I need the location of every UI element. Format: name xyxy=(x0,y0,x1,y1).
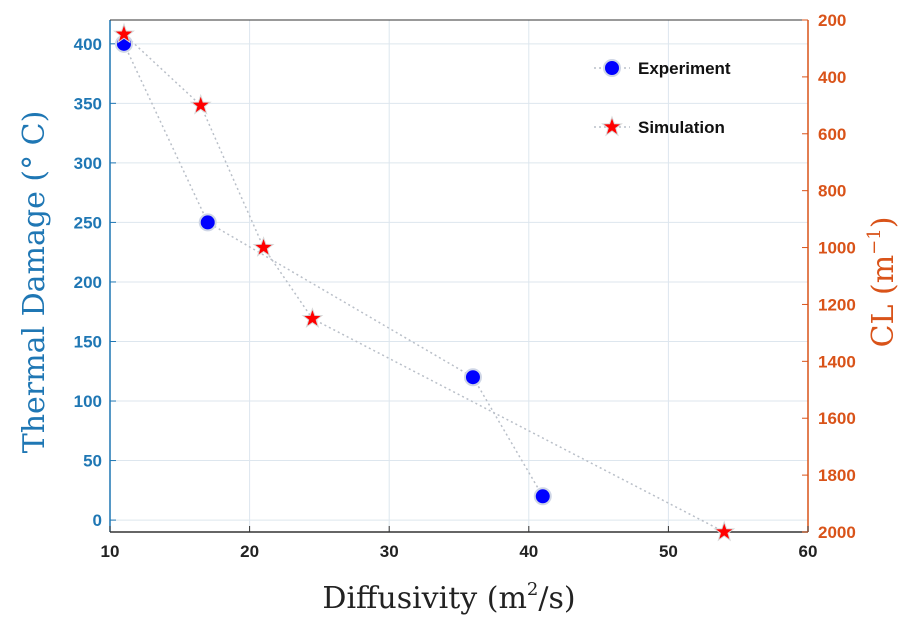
axes xyxy=(109,19,809,533)
legend-marker-simulation xyxy=(601,115,623,137)
y-left-tick-label: 400 xyxy=(74,35,102,54)
data-point-simulation xyxy=(301,307,324,329)
series-line-simulation xyxy=(123,33,725,533)
y-left-tick-label: 50 xyxy=(83,452,102,471)
y-right-tick-label: 2000 xyxy=(818,523,856,542)
y-left-tick-label: 0 xyxy=(93,511,102,530)
data-point-experiment xyxy=(198,213,217,232)
y-left-tick-label: 250 xyxy=(74,213,102,232)
x-tick-label: 10 xyxy=(101,542,120,561)
y-left-tick-label: 150 xyxy=(74,332,102,351)
legend-label-simulation: Simulation xyxy=(638,118,725,137)
y-left-tick-label: 350 xyxy=(74,94,102,113)
legend-marker-experiment xyxy=(603,59,621,77)
x-axis-label: Diffusivity (m2/s) xyxy=(322,579,575,616)
x-tick-label: 50 xyxy=(659,542,678,561)
grid-lines xyxy=(109,20,809,532)
data-point-simulation xyxy=(112,22,135,44)
y-right-tick-label: 1800 xyxy=(818,466,856,485)
y-right-tick-label: 1000 xyxy=(818,239,856,258)
y-axis-left-label: Thermal Damage (° C) xyxy=(17,111,52,454)
y-right-tick-label: 600 xyxy=(818,125,846,144)
x-tick-label: 60 xyxy=(799,542,818,561)
data-point-experiment xyxy=(533,487,552,506)
series-connector-lines xyxy=(123,33,725,533)
x-tick-label: 30 xyxy=(380,542,399,561)
y-right-tick-label: 400 xyxy=(818,68,846,87)
tick-labels: 10 20 30 40 50 600501001502002503003504002004… xyxy=(74,11,856,561)
series-line-experiment xyxy=(123,43,544,497)
x-tick-label: 40 xyxy=(519,542,538,561)
x-tick-label: 20 xyxy=(240,542,259,561)
y-axis-right-label: CL (m−1) xyxy=(864,217,901,348)
y-left-tick-label: 200 xyxy=(74,273,102,292)
data-point-simulation xyxy=(713,520,736,542)
y-left-tick-label: 100 xyxy=(74,392,102,411)
y-left-tick-label: 300 xyxy=(74,154,102,173)
legend: Experiment Simulation xyxy=(594,59,731,137)
y-right-tick-label: 1600 xyxy=(818,409,856,428)
data-point-simulation xyxy=(189,93,212,115)
y-right-tick-label: 1200 xyxy=(818,295,856,314)
data-point-experiment xyxy=(463,368,482,387)
legend-label-experiment: Experiment xyxy=(638,59,731,78)
data-point-simulation xyxy=(252,236,275,257)
data-marks xyxy=(112,22,736,542)
y-right-tick-label: 200 xyxy=(818,11,846,30)
y-right-tick-label: 1400 xyxy=(818,352,856,371)
y-right-tick-label: 800 xyxy=(818,182,846,201)
